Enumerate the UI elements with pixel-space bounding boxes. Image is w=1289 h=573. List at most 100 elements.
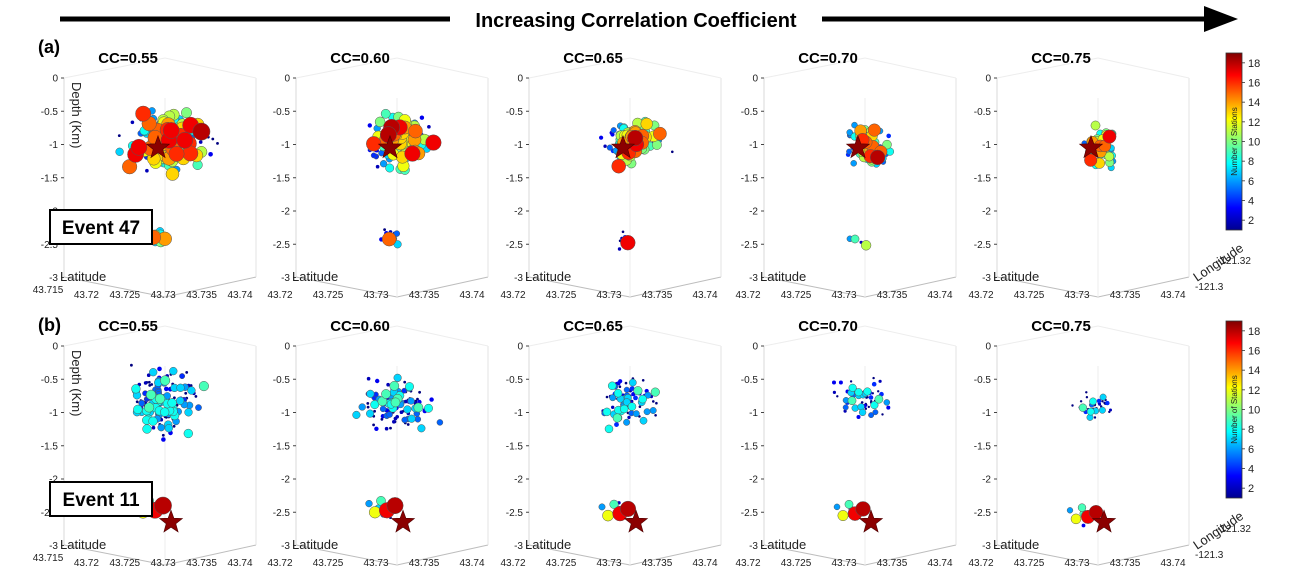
box-edge-top [295, 325, 398, 347]
latitude-tick-label: 43.74 [1160, 558, 1185, 569]
box-edge-bottom-lat [295, 276, 398, 298]
latitude-tick-label: 43.73 [363, 558, 388, 569]
box-edge-bottom-lat [763, 276, 866, 298]
event-point [130, 120, 135, 125]
event-point [117, 134, 121, 138]
event-point [638, 394, 647, 404]
event-point [643, 408, 651, 416]
event-point [869, 149, 886, 166]
depth-tick-label: -0.5 [974, 107, 992, 118]
panel-title: CC=0.75 [1031, 318, 1091, 335]
box-edge-bottom-lat [528, 544, 631, 566]
event-point [151, 425, 156, 430]
latitude-tick-label: 43.74 [692, 558, 717, 569]
colorbar-r2: 2 4 6 8 10 12 14 16 18 Number of Stations [1225, 320, 1260, 499]
event-point [1098, 406, 1106, 414]
event-point [405, 382, 414, 392]
longitude-tick-label: -121.3 [1195, 550, 1224, 561]
event-point [374, 426, 379, 431]
depth-tick-label: -1 [749, 408, 758, 419]
depth-tick-label: -1 [49, 140, 58, 151]
event-point [208, 152, 213, 157]
depth-tick-label: -2 [982, 207, 991, 218]
depth-tick-label: -3 [49, 273, 58, 284]
event-point [380, 108, 391, 119]
template-star [1091, 509, 1117, 533]
latitude-axis-label: Latitude [525, 537, 571, 552]
event-point [620, 235, 636, 251]
event-point [370, 152, 377, 159]
latitude-tick-label: 43.725 [313, 558, 344, 569]
event-point [607, 381, 617, 391]
event-point [1079, 400, 1083, 403]
event-point [172, 424, 176, 428]
event-point [619, 404, 629, 414]
template-star [145, 134, 171, 159]
box-edge-bottom-lat [295, 544, 398, 566]
template-star [858, 509, 884, 533]
event-point [135, 400, 139, 404]
latitude-axis-label: Latitude [60, 269, 106, 284]
depth-tick-label: -2.5 [41, 240, 59, 251]
box-edge-bottom-lat [763, 544, 866, 566]
depth-tick-label: -1.5 [41, 173, 59, 184]
template-star [623, 509, 649, 533]
latitude-tick-label: 43.72 [267, 558, 292, 569]
box-edge-bottom-lon [1097, 544, 1190, 566]
colorbar-tick-label: 18 [1248, 326, 1260, 338]
event-point [1093, 416, 1097, 419]
event-point [416, 397, 419, 401]
event-point [609, 394, 617, 402]
event-point [383, 228, 386, 232]
latitude-tick-label: 43.74 [227, 290, 252, 301]
box-edge-bottom-lon [396, 544, 489, 566]
depth-tick-label: -1 [982, 140, 991, 151]
colorbar-tick-label: 6 [1248, 176, 1254, 188]
depth-tick-label: -1 [514, 140, 523, 151]
event-point [130, 363, 133, 367]
panel-title: CC=0.55 [98, 50, 158, 67]
depth-tick-label: -0.5 [273, 375, 291, 386]
latitude-tick-label: 43.73 [596, 290, 621, 301]
box-edge-top [763, 325, 866, 347]
event-point [404, 145, 421, 162]
depth-tick-label: -1.5 [741, 173, 759, 184]
event-point [613, 388, 623, 398]
colorbar-tick-label: 8 [1248, 424, 1254, 436]
latitude-tick-label: 43.74 [227, 558, 252, 569]
event-point [154, 496, 172, 515]
panel-r1-p5: 0 -0.5 -1 -1.5 -2 -2.5 -3 43.72 43.725 43.73 43.73… [968, 50, 1190, 301]
depth-tick-label: -1 [749, 140, 758, 151]
latitude-tick-label: 43.72 [74, 290, 99, 301]
event-point [1070, 513, 1082, 525]
event-point [867, 405, 870, 409]
event-point [162, 122, 180, 139]
box-edge-top [763, 57, 866, 79]
event-point [146, 373, 151, 378]
latitude-tick-label: 43.74 [692, 290, 717, 301]
event-point [864, 407, 868, 410]
event-point [603, 144, 607, 148]
event-point [147, 380, 151, 384]
event-point [618, 385, 622, 389]
event-point [886, 405, 891, 410]
latitude-tick-label: 43.72 [968, 290, 993, 301]
latitude-tick-label: 43.72 [500, 558, 525, 569]
event-point [385, 163, 395, 173]
colorbar-tick-label: 8 [1248, 156, 1254, 168]
event-point [627, 415, 631, 420]
depth-tick-label: -3 [982, 273, 991, 284]
event-point [860, 240, 872, 251]
depth-tick-label: -2 [749, 207, 758, 218]
panel-r2-p2: 0 -0.5 -1 -1.5 -2 -2.5 -3 43.72 43.725 43.73 43.73… [267, 318, 489, 569]
event-point [633, 395, 638, 401]
depth-tick-label: -1 [49, 408, 58, 419]
longitude-labels-r1: Longitude-121.32-121.3 [1190, 240, 1251, 293]
event-point [366, 389, 375, 398]
box-edge-top2 [1097, 57, 1190, 79]
latitude-tick-label: 43.72 [74, 558, 99, 569]
box-edge-bottom-lat [996, 544, 1099, 566]
event-point [195, 404, 202, 411]
depth-tick-label: -3 [514, 541, 523, 552]
